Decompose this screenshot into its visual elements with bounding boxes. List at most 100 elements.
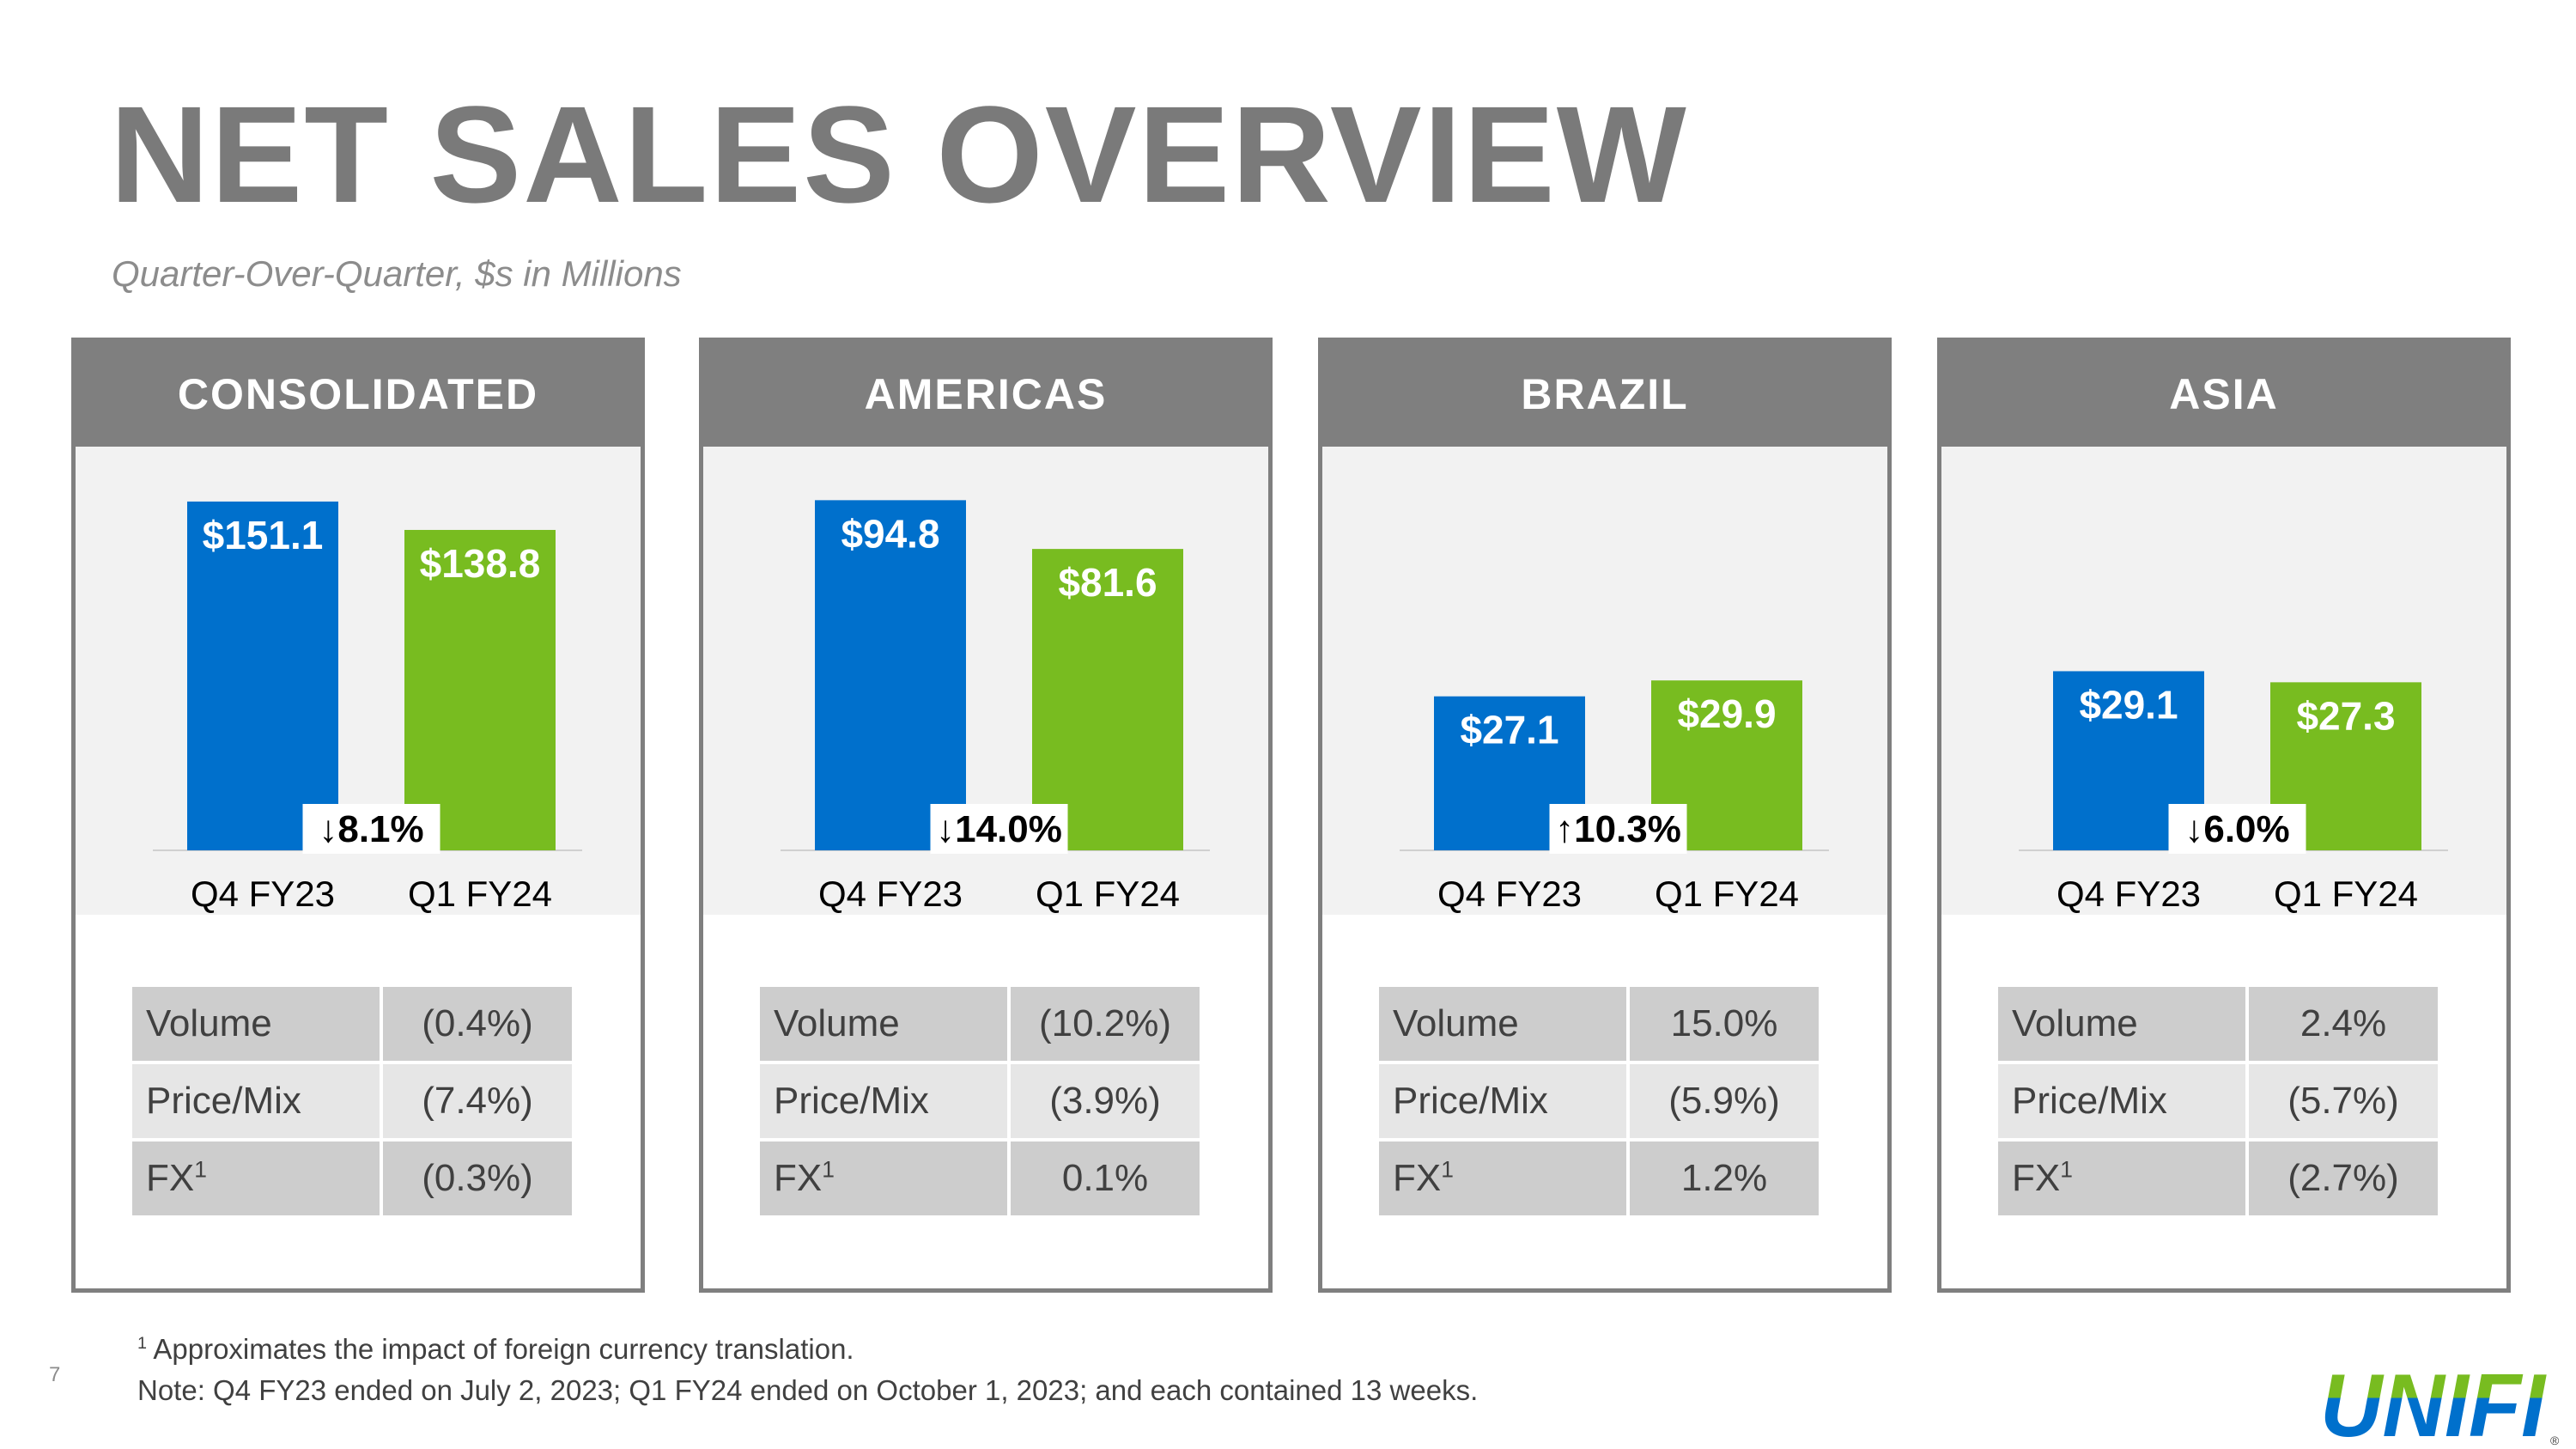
x-tick-label: Q4 FY23 bbox=[2057, 874, 2201, 914]
table-row: FX1 (2.7%) bbox=[1995, 1138, 2441, 1219]
x-tick-label: Q1 FY24 bbox=[1036, 874, 1180, 914]
row-value: 1.2% bbox=[1626, 1138, 1822, 1219]
row-value: (5.7%) bbox=[2245, 1061, 2441, 1142]
table-row: FX1 0.1% bbox=[756, 1138, 1203, 1219]
x-tick-label: Q4 FY23 bbox=[191, 874, 335, 914]
row-value: 2.4% bbox=[2245, 983, 2441, 1064]
percent-change-label: ↓14.0% bbox=[936, 808, 1062, 850]
row-label: Volume bbox=[129, 983, 383, 1064]
bar-chart: $151.1 Q4 FY23 $138.8 Q1 FY24 ↓8.1% bbox=[153, 501, 582, 914]
table-row: Volume 15.0% bbox=[1376, 983, 1822, 1064]
sales-drivers-table: Volume (10.2%) Price/Mix (3.9%) FX1 0.1% bbox=[756, 983, 1203, 1219]
change-box bbox=[930, 804, 1068, 854]
table-row: Volume (0.4%) bbox=[129, 983, 575, 1064]
x-tick-label: Q4 FY23 bbox=[1437, 874, 1582, 914]
row-value: (2.7%) bbox=[2245, 1138, 2441, 1219]
panel-asia: ASIA $29.1 Q4 FY23 $27.3 Q1 FY24 ↓6.0% Volum… bbox=[1937, 338, 2511, 1293]
row-value: (0.4%) bbox=[380, 983, 575, 1064]
row-value: (5.9%) bbox=[1626, 1061, 1822, 1142]
bar-data-label: $29.1 bbox=[2079, 682, 2178, 727]
row-label: Price/Mix bbox=[129, 1061, 383, 1142]
panel-consolidated: CONSOLIDATED $151.1 Q4 FY23 $138.8 Q1 FY24 ↓… bbox=[71, 338, 645, 1293]
percent-change-label: ↓8.1% bbox=[319, 808, 423, 850]
footnote-mark: 1 bbox=[137, 1334, 148, 1353]
x-tick-label: Q1 FY24 bbox=[408, 874, 552, 914]
table-row: Price/Mix (5.7%) bbox=[1995, 1061, 2441, 1142]
x-tick-label: Q1 FY24 bbox=[1655, 874, 1799, 914]
panel-title: BRAZIL bbox=[1322, 342, 1887, 447]
panel-americas: AMERICAS $94.8 Q4 FY23 $81.6 Q1 FY24 ↓14.0% … bbox=[699, 338, 1273, 1293]
table-row: Volume 2.4% bbox=[1995, 983, 2441, 1064]
row-label: Price/Mix bbox=[756, 1061, 1011, 1142]
bar-0 bbox=[187, 501, 338, 850]
row-value: 0.1% bbox=[1007, 1138, 1203, 1219]
chart-area: $94.8 Q4 FY23 $81.6 Q1 FY24 ↓14.0% bbox=[703, 447, 1268, 915]
row-value: (10.2%) bbox=[1007, 983, 1203, 1064]
table-row: Price/Mix (3.9%) bbox=[756, 1061, 1203, 1142]
row-label: FX1 bbox=[1376, 1138, 1630, 1219]
footnote-ref: 1 bbox=[194, 1156, 207, 1183]
bar-1 bbox=[404, 529, 556, 850]
logo-wordmark: UNIFI bbox=[2320, 1366, 2547, 1447]
panel-title: AMERICAS bbox=[703, 342, 1268, 447]
bar-data-label: $81.6 bbox=[1058, 560, 1157, 605]
fx-label: FX bbox=[146, 1157, 195, 1199]
row-label: Volume bbox=[1995, 983, 2249, 1064]
bar-chart: $94.8 Q4 FY23 $81.6 Q1 FY24 ↓14.0% bbox=[781, 500, 1210, 914]
bar-1 bbox=[1032, 549, 1183, 850]
fx-label: FX bbox=[2012, 1157, 2061, 1199]
percent-change-label: ↓6.0% bbox=[2184, 808, 2289, 850]
panel-title: ASIA bbox=[1941, 342, 2506, 447]
table-row: Volume (10.2%) bbox=[756, 983, 1203, 1064]
row-label: Volume bbox=[1376, 983, 1630, 1064]
page-subtitle: Quarter-Over-Quarter, $s in Millions bbox=[112, 253, 682, 294]
change-box bbox=[2168, 804, 2306, 854]
bar-data-label: $151.1 bbox=[203, 513, 324, 557]
sales-drivers-table: Volume (0.4%) Price/Mix (7.4%) FX1 (0.3%… bbox=[129, 983, 575, 1219]
bar-chart: $29.1 Q4 FY23 $27.3 Q1 FY24 ↓6.0% bbox=[2019, 671, 2448, 914]
footnote-ref: 1 bbox=[2060, 1156, 2073, 1183]
chart-area: $27.1 Q4 FY23 $29.9 Q1 FY24 ↑10.3% bbox=[1322, 447, 1887, 915]
sales-drivers-table: Volume 2.4% Price/Mix (5.7%) FX1 (2.7%) bbox=[1995, 983, 2441, 1219]
footnote-note: Note: Q4 FY23 ended on July 2, 2023; Q1 … bbox=[137, 1374, 1479, 1406]
bar-data-label: $94.8 bbox=[841, 511, 939, 556]
registered-mark: ® bbox=[2550, 1434, 2560, 1447]
bar-data-label: $29.9 bbox=[1677, 691, 1776, 736]
change-box bbox=[302, 804, 440, 854]
percent-change-label: ↑10.3% bbox=[1555, 808, 1681, 850]
row-value: (0.3%) bbox=[380, 1138, 575, 1219]
row-value: 15.0% bbox=[1626, 983, 1822, 1064]
bar-data-label: $27.1 bbox=[1460, 708, 1558, 752]
row-value: (7.4%) bbox=[380, 1061, 575, 1142]
page-number: 7 bbox=[49, 1363, 61, 1386]
panel-title: CONSOLIDATED bbox=[76, 342, 641, 447]
page-title: NET SALES OVERVIEW bbox=[110, 77, 1688, 231]
fx-label: FX bbox=[774, 1157, 823, 1199]
bar-0 bbox=[815, 500, 966, 850]
bar-data-label: $27.3 bbox=[2296, 693, 2395, 738]
table-row: FX1 (0.3%) bbox=[129, 1138, 575, 1219]
table-row: Price/Mix (7.4%) bbox=[129, 1061, 575, 1142]
table-row: Price/Mix (5.9%) bbox=[1376, 1061, 1822, 1142]
x-tick-label: Q4 FY23 bbox=[818, 874, 963, 914]
row-label: Price/Mix bbox=[1376, 1061, 1630, 1142]
bar-chart: $27.1 Q4 FY23 $29.9 Q1 FY24 ↑10.3% bbox=[1400, 680, 1829, 914]
table-row: FX1 1.2% bbox=[1376, 1138, 1822, 1219]
fx-label: FX bbox=[1393, 1157, 1442, 1199]
footnote-ref: 1 bbox=[822, 1156, 835, 1183]
unifi-logo: UNIFI ® bbox=[2320, 1366, 2560, 1447]
row-label: FX1 bbox=[129, 1138, 383, 1219]
footnote-ref: 1 bbox=[1441, 1156, 1454, 1183]
footnote-text: Approximates the impact of foreign curre… bbox=[153, 1333, 854, 1365]
chart-area: $151.1 Q4 FY23 $138.8 Q1 FY24 ↓8.1% bbox=[76, 447, 641, 915]
bar-data-label: $138.8 bbox=[420, 541, 541, 586]
row-label: Price/Mix bbox=[1995, 1061, 2249, 1142]
footnote: 1 Approximates the impact of foreign cur… bbox=[137, 1333, 854, 1366]
panel-brazil: BRAZIL $27.1 Q4 FY23 $29.9 Q1 FY24 ↑10.3% Vo… bbox=[1318, 338, 1892, 1293]
chart-area: $29.1 Q4 FY23 $27.3 Q1 FY24 ↓6.0% bbox=[1941, 447, 2506, 915]
change-box bbox=[1549, 804, 1687, 854]
row-label: Volume bbox=[756, 983, 1011, 1064]
row-label: FX1 bbox=[756, 1138, 1011, 1219]
row-value: (3.9%) bbox=[1007, 1061, 1203, 1142]
row-label: FX1 bbox=[1995, 1138, 2249, 1219]
